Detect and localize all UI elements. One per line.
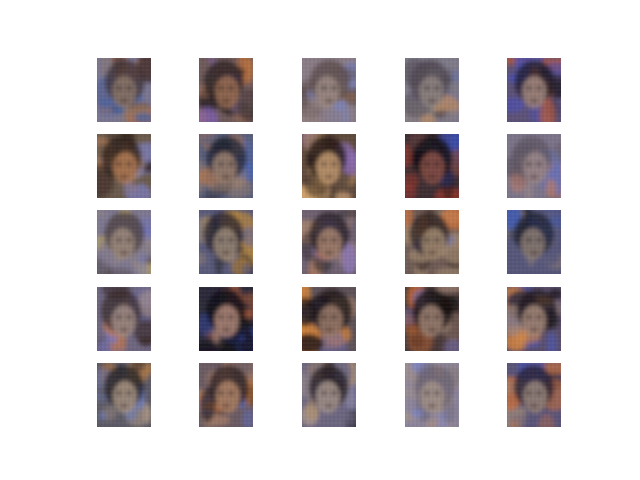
generated-face-tile bbox=[302, 287, 356, 351]
generated-face-tile bbox=[405, 287, 459, 351]
generated-face-tile bbox=[97, 134, 151, 198]
face-image bbox=[507, 58, 561, 122]
face-image bbox=[405, 363, 459, 427]
face-image bbox=[507, 363, 561, 427]
generated-face-tile bbox=[302, 134, 356, 198]
generated-face-tile bbox=[97, 363, 151, 427]
generated-face-tile bbox=[199, 134, 253, 198]
generated-face-tile bbox=[405, 210, 459, 274]
generated-face-tile bbox=[507, 363, 561, 427]
face-image bbox=[507, 287, 561, 351]
face-image bbox=[97, 134, 151, 198]
generated-face-tile bbox=[97, 58, 151, 122]
generated-face-tile bbox=[302, 363, 356, 427]
generated-face-tile bbox=[199, 210, 253, 274]
generated-face-tile bbox=[97, 210, 151, 274]
face-image bbox=[97, 363, 151, 427]
face-image bbox=[97, 287, 151, 351]
generated-face-tile bbox=[405, 134, 459, 198]
face-image bbox=[405, 287, 459, 351]
face-image bbox=[302, 363, 356, 427]
generated-face-tile bbox=[507, 134, 561, 198]
face-image bbox=[302, 58, 356, 122]
face-image bbox=[302, 210, 356, 274]
generated-face-tile bbox=[302, 58, 356, 122]
generated-face-tile bbox=[405, 363, 459, 427]
generated-face-tile bbox=[97, 287, 151, 351]
face-image bbox=[199, 287, 253, 351]
face-image bbox=[199, 58, 253, 122]
face-image bbox=[199, 363, 253, 427]
generated-face-tile bbox=[507, 58, 561, 122]
face-image bbox=[97, 58, 151, 122]
generated-face-tile bbox=[405, 58, 459, 122]
face-image bbox=[405, 134, 459, 198]
face-image bbox=[405, 58, 459, 122]
generated-face-tile bbox=[507, 287, 561, 351]
face-image bbox=[199, 210, 253, 274]
generated-face-tile bbox=[302, 210, 356, 274]
face-image bbox=[199, 134, 253, 198]
face-image bbox=[507, 134, 561, 198]
face-image bbox=[405, 210, 459, 274]
generated-face-tile bbox=[199, 363, 253, 427]
generated-face-tile bbox=[507, 210, 561, 274]
generated-face-tile bbox=[199, 58, 253, 122]
face-image bbox=[507, 210, 561, 274]
generated-face-tile bbox=[199, 287, 253, 351]
face-image bbox=[302, 287, 356, 351]
face-image bbox=[97, 210, 151, 274]
face-image bbox=[302, 134, 356, 198]
